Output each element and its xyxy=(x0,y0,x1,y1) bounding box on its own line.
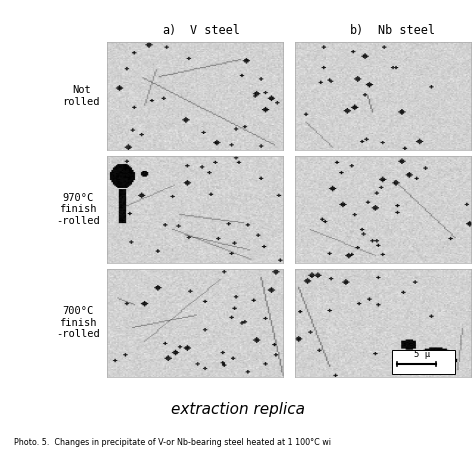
Bar xyxy=(392,350,456,373)
Text: a): a) xyxy=(162,24,176,37)
Text: Not
rolled: Not rolled xyxy=(62,85,100,107)
Text: b): b) xyxy=(350,24,364,37)
Text: extraction replica: extraction replica xyxy=(171,402,305,417)
Text: 700°C
finish
-rolled: 700°C finish -rolled xyxy=(56,306,100,339)
Text: 970°C
finish
-rolled: 970°C finish -rolled xyxy=(56,193,100,226)
Text: Nb steel: Nb steel xyxy=(378,24,436,37)
Text: 5 μ: 5 μ xyxy=(414,351,430,359)
Text: Photo. 5.  Changes in precipitate of V-or Nb-bearing steel heated at 1 100°C wi: Photo. 5. Changes in precipitate of V-or… xyxy=(14,438,331,446)
Text: V steel: V steel xyxy=(190,24,240,37)
